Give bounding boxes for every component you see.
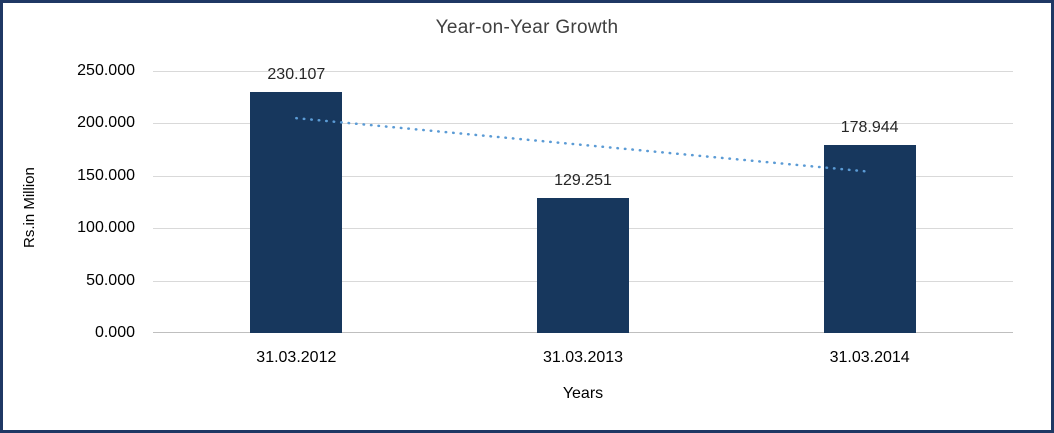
y-tick-label: 150.000 <box>77 166 135 184</box>
bar-value-label: 178.944 <box>840 119 899 137</box>
y-tick-label: 200.000 <box>77 114 135 132</box>
y-tick-label: 250.000 <box>77 62 135 79</box>
bar-value-label: 129.251 <box>554 171 612 189</box>
y-tick-label: 100.000 <box>77 219 135 237</box>
x-axis-title: Years <box>562 385 604 402</box>
y-tick-label: 50.000 <box>86 271 135 289</box>
plot-area: 230.107 31.03.2012 129.251 31.03.2013 178.94… <box>153 66 1013 366</box>
gridline <box>153 175 1013 177</box>
bar-31.03.2014 <box>823 145 916 333</box>
x-category-label: 31.03.2013 <box>542 349 624 366</box>
bar-31.03.2013 <box>537 197 629 333</box>
y-axis-tick-labels: 0.000 50.000 100.000 150.000 200.000 250.000 <box>3 62 141 341</box>
bar-31.03.2012 <box>250 91 343 333</box>
chart-title: Year-on-Year Growth <box>435 17 619 38</box>
x-category-label: 31.03.2014 <box>829 349 910 366</box>
y-tick-label: 0.000 <box>94 324 135 341</box>
bar-value-label: 230.107 <box>267 65 326 83</box>
x-category-label: 31.03.2012 <box>256 349 337 366</box>
gridline <box>153 71 1013 72</box>
